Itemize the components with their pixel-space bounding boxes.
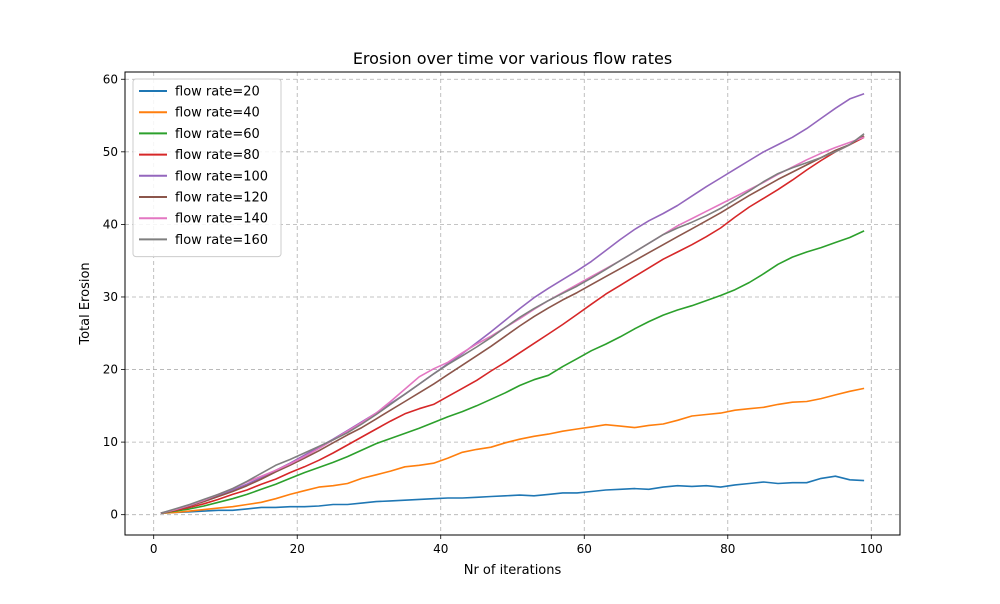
x-tick-label: 40 (433, 542, 448, 556)
series-line-8 (160, 133, 865, 514)
series-line-1 (160, 475, 865, 514)
legend-label: flow rate=20 (175, 85, 260, 100)
x-tick-label: 20 (290, 542, 305, 556)
legend-label: flow rate=80 (175, 148, 260, 163)
grid (125, 72, 900, 535)
axis-ticks: 0 20 40 60 80 100 0 10 20 30 40 50 60 (103, 72, 883, 556)
y-tick-label: 40 (103, 217, 118, 231)
x-tick-label: 80 (720, 542, 735, 556)
series-line-3 (160, 230, 865, 514)
y-tick-label: 60 (103, 72, 118, 86)
legend-label: flow rate=140 (175, 212, 268, 227)
legend-label: flow rate=160 (175, 233, 268, 248)
plot-area-frame (124, 71, 901, 536)
legend-label: flow rate=40 (175, 106, 260, 121)
x-axis-label: Nr of iterations (464, 563, 562, 578)
y-tick-label: 10 (103, 435, 118, 449)
y-axis-label: Total Erosion (78, 262, 93, 345)
legend-label: flow rate=120 (175, 191, 268, 206)
y-tick-label: 50 (103, 145, 118, 159)
x-tick-label: 60 (577, 542, 592, 556)
series-line-6 (160, 135, 865, 514)
y-tick-label: 0 (110, 508, 118, 522)
series-line-2 (160, 387, 865, 514)
x-tick-label: 0 (150, 542, 158, 556)
y-tick-label: 30 (103, 290, 118, 304)
series-group (160, 93, 865, 514)
legend-label: flow rate=100 (175, 169, 268, 184)
legend: flow rate=20 flow rate=40 flow rate=60 flow… (132, 78, 282, 258)
y-tick-label: 20 (103, 363, 118, 377)
series-line-4 (160, 136, 865, 514)
chart-title: Erosion over time vor various flow rates (353, 49, 672, 68)
legend-box (132, 78, 282, 258)
x-tick-label: 100 (860, 542, 883, 556)
legend-label: flow rate=60 (175, 127, 260, 142)
